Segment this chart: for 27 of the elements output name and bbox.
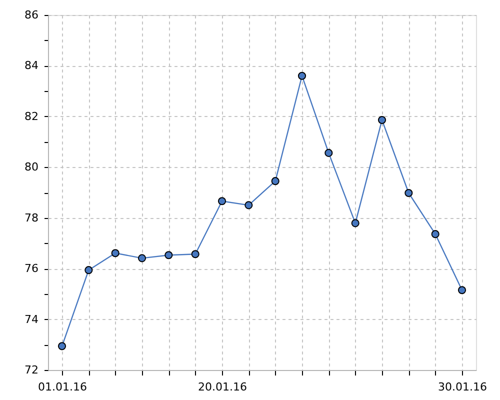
point: [111, 249, 120, 258]
point: [58, 342, 66, 350]
y-tick-label: 84: [24, 59, 38, 72]
point: [298, 72, 306, 80]
point: [218, 197, 226, 206]
point: [458, 286, 466, 294]
y-tick-label: 82: [24, 110, 38, 123]
y-tick-label: 74: [24, 312, 38, 326]
point: [324, 148, 333, 157]
point: [244, 201, 253, 210]
y-tick-label: 76: [24, 262, 38, 276]
point: [84, 266, 93, 274]
x-tick-label: 20.01.16: [198, 380, 247, 394]
point: [191, 250, 200, 258]
point: [271, 177, 280, 186]
point: [404, 188, 413, 198]
x-tick-label: 30.01.16: [438, 380, 487, 394]
y-tick-label: 80: [24, 160, 38, 174]
y-tick-label: 86: [24, 8, 38, 22]
point: [351, 219, 360, 228]
x-tick-label: 01.01.16: [38, 380, 87, 394]
point: [431, 230, 440, 238]
point: [138, 254, 146, 262]
y-tick-label: 72: [24, 364, 38, 376]
point: [164, 251, 173, 260]
point: [378, 116, 386, 124]
y-tick-label: 78: [24, 211, 38, 224]
